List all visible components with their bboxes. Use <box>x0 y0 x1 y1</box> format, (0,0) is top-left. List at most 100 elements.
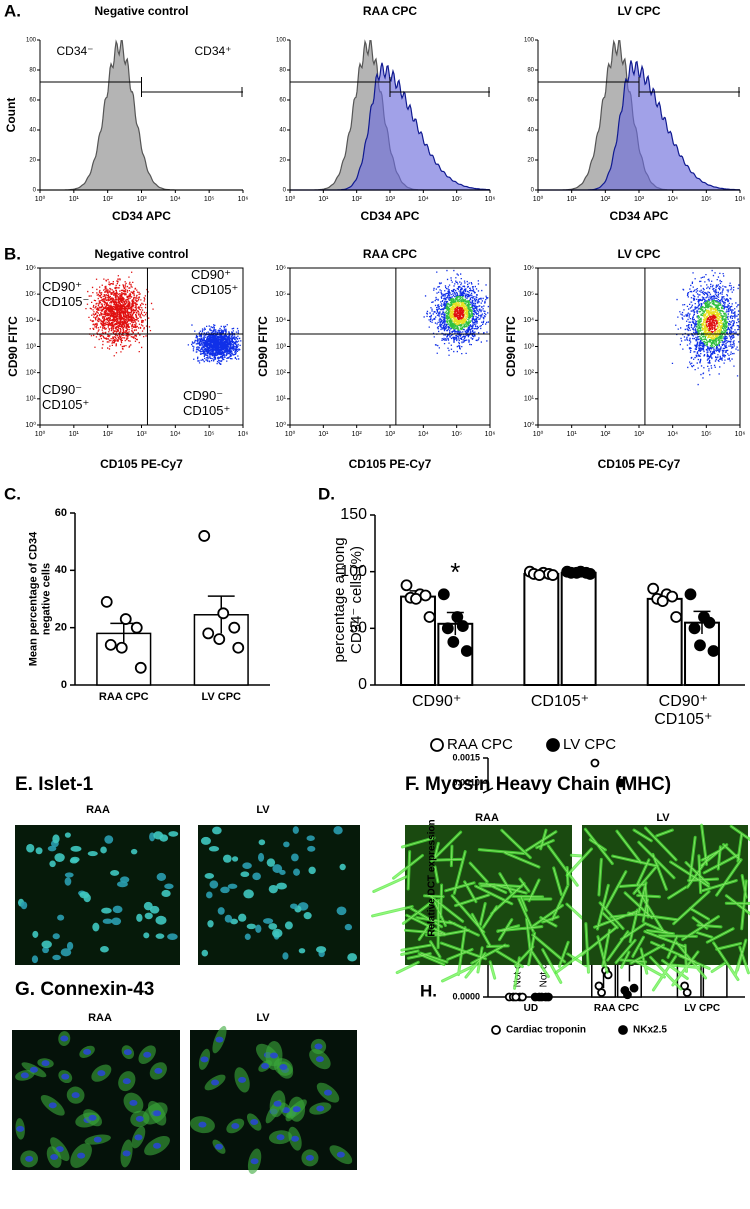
event-dots <box>705 314 718 333</box>
bar <box>560 571 597 686</box>
nucleus <box>315 1056 324 1063</box>
x-axis-label: CD34 APC <box>361 209 420 223</box>
panel-title: E. Islet-1 <box>15 774 94 795</box>
quadrant-label: CD90⁺ CD105⁻ <box>42 279 90 309</box>
y-tick-label: 10⁶ <box>25 265 36 272</box>
y-tick-label: 100 <box>276 38 287 44</box>
nucleus <box>52 954 61 961</box>
x-tick-label: 10⁵ <box>701 196 712 203</box>
y-tick-label: 100 <box>524 38 535 44</box>
x-tick-label: 10¹ <box>567 196 578 203</box>
nucleus <box>333 826 343 835</box>
bar <box>523 572 560 687</box>
x-tick-label: 10² <box>103 431 114 438</box>
x-axis-label: CD34 APC <box>112 209 171 223</box>
data-point <box>656 595 669 608</box>
nucleus <box>292 1106 301 1113</box>
x-tick-label: RAA CPC <box>98 691 149 703</box>
legend-marker <box>546 738 560 752</box>
nucleus <box>244 933 251 940</box>
y-tick-label: 10¹ <box>26 396 37 403</box>
data-point <box>447 636 460 648</box>
x-tick-label: 10⁶ <box>735 431 746 438</box>
nucleus <box>220 886 230 894</box>
nucleus <box>167 933 178 941</box>
nucleus <box>207 920 214 928</box>
nucleus <box>97 1070 106 1077</box>
chart-title: RAA CPC <box>363 4 418 18</box>
nucleus <box>198 1121 207 1128</box>
data-point <box>451 611 464 623</box>
y-tick-label: 0.0000 <box>452 991 480 1001</box>
nucleus <box>143 901 153 911</box>
nucleus <box>324 1089 333 1096</box>
nucleus <box>315 946 327 953</box>
bar <box>400 595 436 686</box>
nucleus <box>201 949 209 957</box>
y-axis-label: CD90 FITC <box>6 316 20 377</box>
nucleus <box>100 946 109 953</box>
panel-label: B. <box>4 244 21 263</box>
data-point <box>130 621 143 634</box>
nucleus <box>111 917 122 926</box>
x-tick-label: 10³ <box>385 431 396 438</box>
y-tick-label: 10⁴ <box>523 317 534 324</box>
data-point <box>460 645 473 657</box>
nucleus <box>255 924 262 933</box>
nucleus <box>159 834 169 842</box>
nucleus <box>316 1105 325 1112</box>
nucleus <box>29 1066 38 1073</box>
nucleus <box>305 1154 314 1161</box>
data-point <box>511 992 521 1002</box>
nucleus <box>54 853 65 862</box>
event-dots <box>423 269 489 356</box>
y-tick-label: 40 <box>527 128 534 134</box>
data-point <box>104 638 117 651</box>
nucleus <box>240 871 250 878</box>
chart-title: LV CPC <box>617 247 660 261</box>
micrograph <box>554 823 750 992</box>
data-point <box>703 616 716 629</box>
nucleus <box>129 1099 138 1106</box>
chart-title: LV CPC <box>617 4 660 18</box>
x-tick-label: 10⁵ <box>451 196 462 203</box>
nucleus <box>306 835 315 841</box>
y-tick-label: 10⁵ <box>25 291 36 298</box>
y-tick-label: 10² <box>26 370 37 377</box>
nucleus <box>49 860 56 868</box>
x-tick-label: 10² <box>352 196 363 203</box>
event-dots <box>444 295 474 331</box>
nucleus <box>52 933 60 940</box>
nucleus <box>112 905 123 914</box>
nucleus <box>88 1114 97 1121</box>
y-tick-label: 40 <box>29 128 36 134</box>
chart-title: Negative control <box>94 4 188 18</box>
nucleus <box>64 877 72 886</box>
y-axis-label: CD90 FITC <box>504 316 518 377</box>
y-tick-label: 100 <box>340 563 367 580</box>
nucleus <box>136 913 143 922</box>
x-tick-label: 10³ <box>634 431 645 438</box>
legend-marker <box>430 738 444 752</box>
nucleus <box>269 1052 278 1059</box>
data-point <box>682 988 692 997</box>
y-tick-label: 10² <box>524 370 535 377</box>
nucleus <box>339 863 346 871</box>
nucleus <box>122 1150 131 1157</box>
micrograph <box>198 825 360 965</box>
data-point <box>115 641 128 654</box>
panel-title: G. Connexin-43 <box>15 979 154 1000</box>
data-point <box>400 579 413 592</box>
nucleus <box>79 891 90 899</box>
data-point <box>423 611 436 623</box>
nucleus <box>336 906 347 916</box>
y-tick-label: 0 <box>531 188 535 194</box>
y-axis-label: percentage among CD34⁻ cells (%) <box>330 537 365 663</box>
data-point <box>533 569 546 581</box>
y-tick-label: 100 <box>26 38 37 44</box>
nucleus <box>92 922 100 932</box>
x-tick-label: 10⁴ <box>170 431 181 438</box>
y-tick-label: 40 <box>279 128 286 134</box>
nucleus <box>154 1067 163 1074</box>
